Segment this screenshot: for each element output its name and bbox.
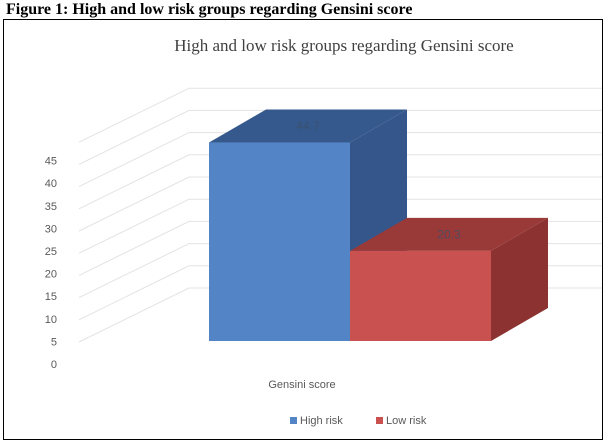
bar-low-risk-side [491,217,548,341]
grid-layer [78,87,602,343]
bar-high-risk [209,142,350,341]
y-tick-label: 20 [45,269,57,281]
bar-layer [209,109,548,341]
legend-label-high-risk: High risk [300,415,343,427]
gridline-30 [78,154,602,210]
y-axis-ticks: 0 5 10 15 20 25 30 35 40 45 [45,156,57,371]
gridline-45 [78,87,602,143]
y-tick-label: 5 [51,336,57,348]
y-tick-label: 15 [45,291,57,303]
bar-high-risk-top [209,109,407,143]
y-tick-label: 30 [45,223,57,235]
chart-title: High and low risk groups regarding Gensi… [174,36,513,55]
y-tick-label: 25 [45,246,57,258]
gridline-25 [78,176,602,232]
legend-label-low-risk: Low risk [386,415,427,427]
gridline-40 [78,109,602,165]
y-tick-label: 45 [45,156,57,168]
y-tick-label: 0 [51,359,57,371]
y-tick-label: 35 [45,201,57,213]
data-label-layer: 44.7 20.3 [296,119,461,241]
data-label-high-risk: 44.7 [296,119,320,133]
legend: High risk Low risk [290,415,427,427]
legend-swatch-low-risk [376,417,383,424]
gridline-20 [78,198,602,254]
y-tick-label: 10 [45,314,57,326]
figure-caption: Figure 1: High and low risk groups regar… [6,1,413,18]
gridline-35 [78,132,602,188]
data-label-low-risk: 20.3 [437,227,461,241]
bar-low-risk [350,250,491,341]
legend-swatch-high-risk [290,417,297,424]
chart-frame: 0 5 10 15 20 25 30 35 40 45 44.7 20.3 High and low… [3,19,603,440]
bar-low-risk-top [350,217,548,251]
gensini-chart: 0 5 10 15 20 25 30 35 40 45 44.7 20.3 High and low… [45,36,602,427]
x-axis-label: Gensini score [268,379,335,391]
y-tick-label: 40 [45,178,57,190]
